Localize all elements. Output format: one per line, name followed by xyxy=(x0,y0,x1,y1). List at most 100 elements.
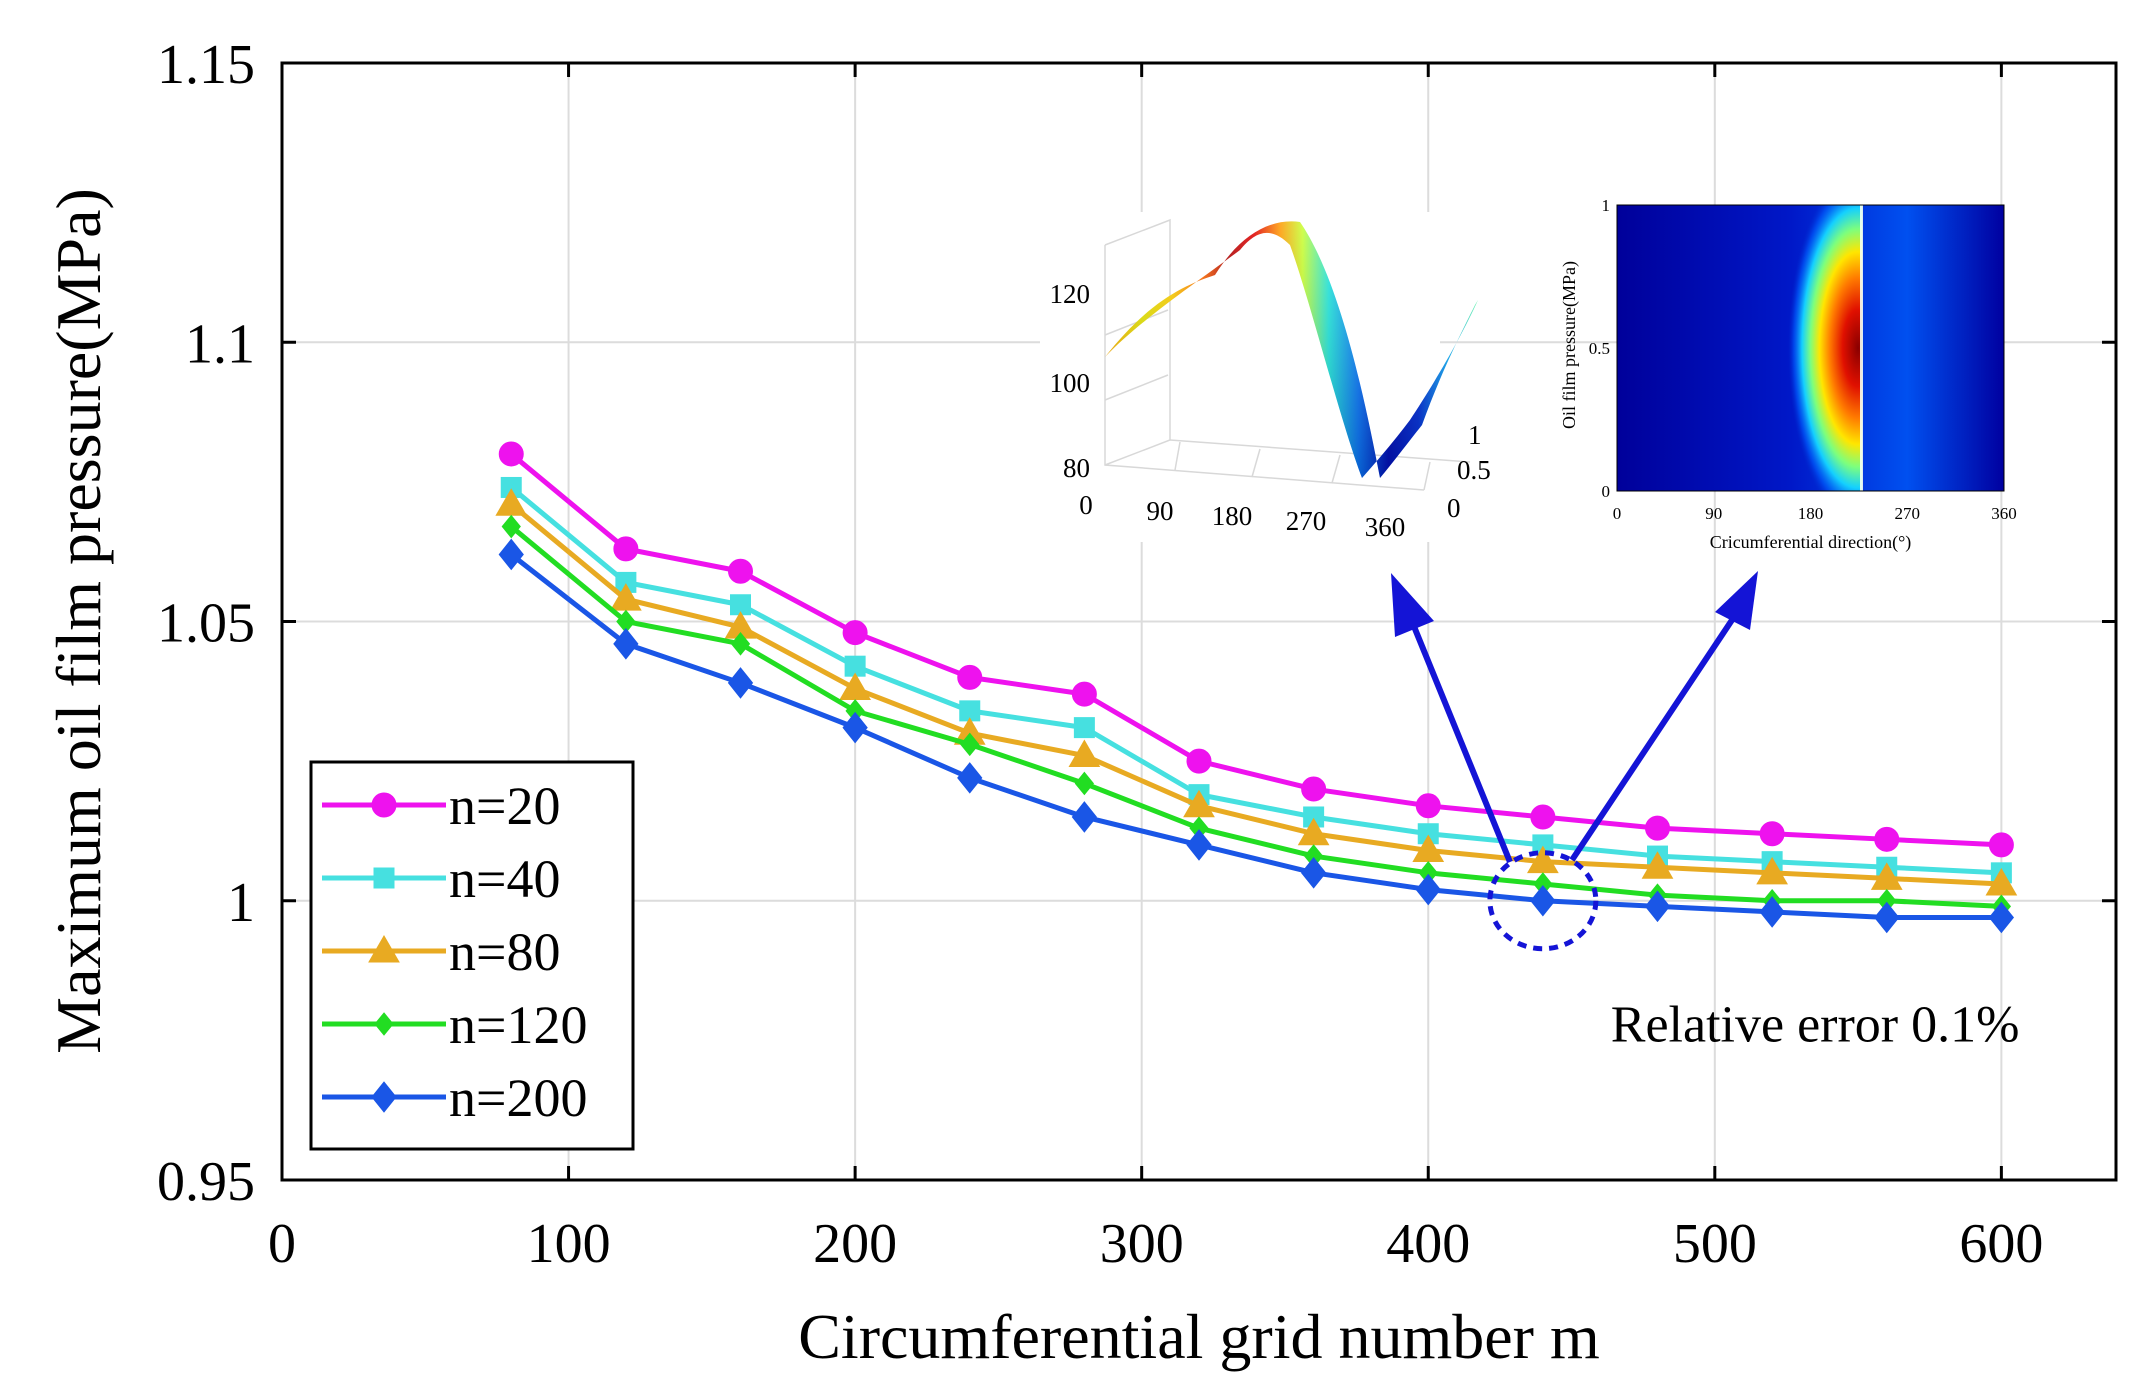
x-tick-label: 300 xyxy=(1100,1213,1184,1275)
data-point xyxy=(960,732,980,757)
heatmap-y-label: Oil film pressure(MPa) xyxy=(1559,261,1580,429)
data-point xyxy=(842,620,868,646)
data-point xyxy=(1988,901,2015,934)
data-point xyxy=(1988,832,2014,858)
inset-3d-x-tick: 0 xyxy=(1079,490,1093,520)
data-point xyxy=(501,514,521,539)
inset-3d-x-tick: 180 xyxy=(1212,501,1253,531)
legend-marker xyxy=(373,867,395,889)
series-n=20 xyxy=(498,441,2014,858)
legend-marker xyxy=(374,1012,394,1036)
heatmap-x-tick: 0 xyxy=(1613,504,1622,523)
legend-label: n=20 xyxy=(449,776,560,836)
heatmap-x-tick: 360 xyxy=(1991,504,2017,523)
legend-item: n=20 xyxy=(322,776,560,836)
heatmap-x-label: Cricumferential direction(°) xyxy=(1710,532,1912,553)
annotation-arrows xyxy=(1391,571,1758,864)
data-point xyxy=(1530,884,1556,917)
inset-3d-y-tick: 0 xyxy=(1447,493,1461,523)
error-highlight-ellipse xyxy=(1487,850,1599,952)
data-point xyxy=(1756,856,1788,885)
series-line xyxy=(509,502,2002,887)
series-layer xyxy=(495,441,2018,934)
heatmap-x-tick: 180 xyxy=(1798,504,1824,523)
series-line xyxy=(509,552,2002,921)
inset-3d-background xyxy=(1040,212,1440,542)
data-point xyxy=(1645,815,1670,841)
heatmap-x-tick: 270 xyxy=(1895,504,1921,523)
data-point xyxy=(498,538,524,571)
inset-3d-z-tick: 100 xyxy=(1050,368,1091,398)
y-tick-label: 1.15 xyxy=(157,34,255,96)
data-point xyxy=(728,558,753,584)
y-tick-label: 1.05 xyxy=(157,593,255,655)
legend-item: n=40 xyxy=(322,849,560,909)
relative-error-annotation: Relative error 0.1% xyxy=(1611,997,2020,1054)
data-point xyxy=(1874,901,1900,934)
legend-box xyxy=(309,760,635,1151)
data-point xyxy=(1068,739,1101,768)
y-tick-labels: 0.95 1 1.05 1.1 1.15 xyxy=(157,34,255,1213)
x-tick-labels: 0 100 200 300 400 500 600 xyxy=(268,1213,2043,1275)
series-n=120 xyxy=(501,514,2012,919)
legend-label: n=200 xyxy=(449,1068,587,1128)
arrow-to-heatmap-inset xyxy=(1569,618,1735,862)
legend-marker xyxy=(371,792,397,818)
x-tick-label: 600 xyxy=(1959,1213,2043,1275)
data-point xyxy=(1415,873,1441,906)
x-axis-label: Circumferential grid number m xyxy=(798,1301,1600,1372)
inset-3d-x-tick: 360 xyxy=(1365,512,1406,542)
data-point xyxy=(613,628,639,660)
heatmap-hot-zone xyxy=(1788,205,1862,491)
data-point xyxy=(1759,896,1785,928)
x-tick-label: 0 xyxy=(268,1213,296,1275)
y-axis-label: Maximum oil film pressure(MPa) xyxy=(43,188,114,1054)
inset-3d-z-tick: 120 xyxy=(1050,279,1091,309)
data-point xyxy=(730,632,751,656)
heatmap-x-tick: 90 xyxy=(1705,504,1722,523)
data-point xyxy=(1759,821,1785,847)
data-point xyxy=(1641,851,1674,879)
data-point xyxy=(842,711,868,744)
heatmap-y-tick: 1 xyxy=(1602,196,1611,215)
data-point xyxy=(1301,776,1327,802)
data-point xyxy=(1530,804,1556,830)
inset-3d-surface: 80 100 120 0 90 180 270 360 0 0.5 1 xyxy=(1040,212,1491,542)
x-tick-label: 500 xyxy=(1673,1213,1757,1275)
arrowhead-heatmap-inset xyxy=(1715,571,1758,630)
data-point xyxy=(1073,717,1095,739)
y-tick-label: 0.95 xyxy=(157,1151,255,1213)
inset-3d-y-tick: 0.5 xyxy=(1457,455,1491,485)
data-point xyxy=(613,536,639,562)
legend-label: n=40 xyxy=(449,849,560,909)
inset-3d-x-tick: 90 xyxy=(1147,496,1174,526)
data-point xyxy=(1186,829,1212,861)
data-point xyxy=(1186,748,1212,774)
x-tick-label: 400 xyxy=(1386,1213,1470,1275)
legend-label: n=120 xyxy=(449,995,587,1055)
series-line xyxy=(509,452,2002,848)
legend-label: n=80 xyxy=(449,922,560,982)
inset-heatmap: 0 90 180 270 360 0 0.5 1 Cricumferential directi… xyxy=(1559,196,2017,553)
data-point xyxy=(957,664,983,690)
legend-item: n=200 xyxy=(322,1068,587,1128)
inset-3d-y-tick: 1 xyxy=(1468,420,1482,450)
legend-item: n=120 xyxy=(322,995,587,1055)
data-point xyxy=(498,441,524,467)
data-point xyxy=(1874,826,1900,852)
data-point xyxy=(1071,681,1097,707)
series-line xyxy=(509,485,2002,876)
legend-item: n=80 xyxy=(322,922,560,982)
legend-marker xyxy=(368,934,400,963)
inset-3d-x-tick: 270 xyxy=(1286,506,1327,536)
x-tick-label: 200 xyxy=(813,1213,897,1275)
data-point xyxy=(1415,793,1441,819)
x-tick-label: 100 xyxy=(527,1213,611,1275)
series-n=200 xyxy=(498,538,2015,934)
arrow-to-3d-inset xyxy=(1410,622,1513,864)
data-point xyxy=(727,667,754,699)
heatmap-white-edge xyxy=(1860,205,1863,491)
data-point xyxy=(1644,890,1671,923)
legend-marker xyxy=(371,1081,397,1113)
